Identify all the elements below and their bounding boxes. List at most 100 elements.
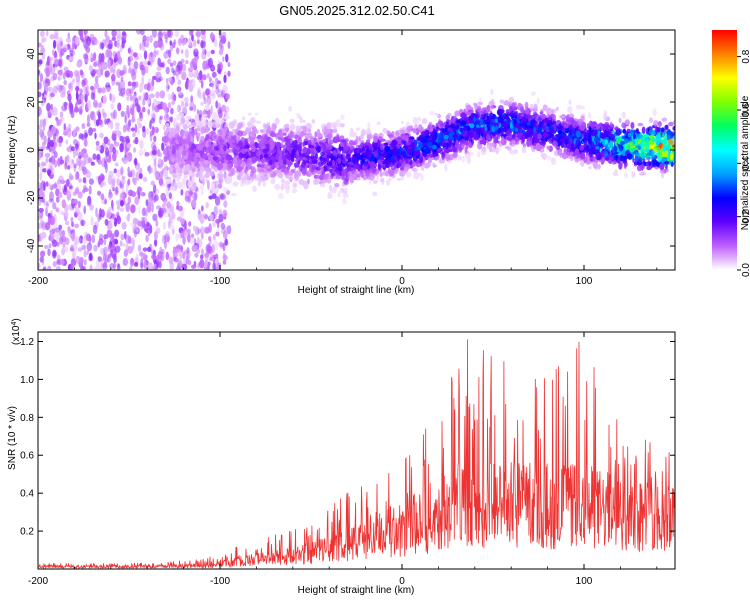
spectrogram-ridge-dot bbox=[225, 147, 230, 155]
spectrogram-noise-dot bbox=[80, 219, 86, 226]
spectrogram-noise-dot bbox=[110, 181, 115, 191]
spectrogram-noise-dot bbox=[141, 44, 146, 52]
spectrogram-ridge-dot bbox=[622, 128, 627, 134]
spectrogram-noise-dot bbox=[115, 239, 119, 245]
spectrogram-ridge-dot bbox=[511, 102, 515, 110]
spectrogram-noise-dot bbox=[44, 152, 51, 158]
spectrogram-noise-dot bbox=[150, 55, 155, 63]
spectrogram-noise-dot bbox=[209, 78, 212, 83]
spectrogram-noise-dot bbox=[110, 103, 115, 110]
spectrogram-noise-dot bbox=[169, 225, 175, 232]
spectrogram-ridge-dot bbox=[326, 178, 332, 184]
spectrogram-noise-dot bbox=[174, 30, 180, 38]
spectrogram-noise-dot bbox=[145, 211, 149, 217]
spectrogram-noise-dot bbox=[210, 105, 213, 115]
spectrogram-ridge-dot bbox=[306, 170, 312, 178]
spectrogram-noise-dot bbox=[184, 48, 189, 59]
spectrogram-ridge-dot bbox=[278, 192, 284, 200]
spectrogram-noise-dot bbox=[193, 49, 196, 57]
spectrogram-noise-dot bbox=[63, 123, 66, 131]
spectrogram-noise-dot bbox=[58, 84, 63, 93]
spectrogram-noise-dot bbox=[124, 110, 129, 116]
spectrogram-noise-dot bbox=[123, 249, 129, 257]
spectrogram-ridge-dot bbox=[268, 159, 273, 166]
spectrogram-ridge-dot bbox=[518, 132, 522, 138]
spectrogram-ridge-dot bbox=[330, 164, 337, 169]
spectrogram-noise-dot bbox=[91, 72, 95, 78]
spectrogram-noise-dot bbox=[157, 57, 161, 67]
spectrogram-noise-dot bbox=[126, 108, 130, 115]
spectrogram-noise-dot bbox=[218, 213, 224, 223]
spectrogram-ridge-dot bbox=[548, 139, 554, 145]
spectrogram-ridge-dot bbox=[452, 141, 456, 147]
spectrogram-ridge-dot bbox=[547, 156, 552, 161]
spectrogram-ridge-dot bbox=[287, 138, 293, 142]
spectrogram-ridge-dot bbox=[536, 144, 542, 152]
spectrogram-noise-dot bbox=[48, 147, 52, 152]
spectrogram-noise-dot bbox=[140, 258, 144, 268]
spectrogram-noise-dot bbox=[188, 36, 192, 46]
spectrogram-noise-dot bbox=[77, 191, 83, 199]
spectrogram-noise-dot bbox=[171, 67, 175, 74]
spectrogram-noise-dot bbox=[73, 163, 77, 169]
spectrogram-noise-dot bbox=[70, 265, 75, 270]
spectrogram-noise-dot bbox=[152, 102, 155, 112]
spectrogram-ridge-dot bbox=[354, 164, 358, 170]
spectrogram-ridge-dot bbox=[444, 163, 448, 172]
spectrogram-noise-dot bbox=[157, 31, 163, 40]
spectrogram-ridge-dot bbox=[579, 144, 585, 151]
spectrogram-noise-dot bbox=[91, 128, 97, 132]
spectrogram-ridge-dot bbox=[425, 129, 430, 135]
spectrogram-noise-dot bbox=[115, 186, 118, 195]
spectrogram-noise-dot bbox=[86, 122, 91, 127]
spectrogram-noise-dot bbox=[133, 257, 139, 263]
spectrogram-ridge-dot bbox=[428, 157, 432, 164]
spectrogram-noise-dot bbox=[197, 228, 202, 234]
spectrogram-noise-dot bbox=[207, 57, 213, 68]
spectrogram-noise-dot bbox=[124, 146, 128, 156]
spectrogram-noise-dot bbox=[217, 179, 222, 185]
spectrogram-ridge-dot bbox=[510, 149, 515, 156]
spectrogram-noise-dot bbox=[74, 36, 80, 46]
spectrogram-ridge-dot bbox=[319, 183, 326, 188]
spectrogram-noise-dot bbox=[57, 43, 62, 53]
spectrogram-noise-dot bbox=[114, 162, 119, 167]
spectrogram-noise-dot bbox=[162, 234, 166, 244]
spectrogram-noise-dot bbox=[97, 159, 102, 165]
spectrogram-ridge-dot bbox=[187, 115, 192, 120]
spectrogram-noise-dot bbox=[91, 234, 96, 244]
spectrogram-noise-dot bbox=[147, 60, 151, 66]
spectrogram-ridge-dot bbox=[608, 160, 613, 164]
spectrogram-ridge-dot bbox=[570, 157, 574, 161]
spectrogram-noise-dot bbox=[168, 221, 171, 229]
spectrogram-noise-dot bbox=[195, 30, 201, 38]
spectrogram-noise-dot bbox=[142, 216, 148, 225]
spectrogram-ridge-dot bbox=[624, 119, 630, 126]
spectrogram-noise-dot bbox=[110, 93, 116, 104]
spectrogram-noise-dot bbox=[214, 38, 218, 48]
spectrogram-noise-dot bbox=[147, 246, 152, 252]
spectrogram-noise-dot bbox=[86, 84, 89, 93]
spectrogram-noise-dot bbox=[55, 232, 60, 242]
spectrogram-noise-dot bbox=[47, 128, 53, 138]
spectrogram-noise-dot bbox=[41, 99, 45, 107]
spectrogram-ridge-dot bbox=[169, 185, 176, 192]
spectrogram-noise-dot bbox=[186, 249, 191, 259]
spectrogram-noise-dot bbox=[78, 134, 82, 140]
spectrogram-ridge-dot bbox=[385, 170, 389, 177]
spectrogram-noise-dot bbox=[83, 249, 87, 258]
spectrogram-noise-dot bbox=[121, 31, 126, 37]
spectrogram-ridge-dot bbox=[634, 156, 639, 162]
spectrogram-noise-dot bbox=[176, 248, 181, 254]
spectrogram-ridge-dot bbox=[399, 159, 403, 164]
spectrogram-noise-dot bbox=[189, 30, 194, 37]
spectrogram-noise-dot bbox=[119, 207, 125, 212]
spectrogram-noise-dot bbox=[158, 152, 162, 158]
spectrogram-ridge-dot bbox=[401, 175, 405, 181]
spectrogram-noise-dot bbox=[135, 171, 140, 181]
spectrogram-noise-dot bbox=[97, 190, 101, 196]
spectrogram-noise-dot bbox=[126, 152, 133, 162]
spectrogram-noise-dot bbox=[51, 229, 57, 239]
spectrogram-noise-dot bbox=[94, 39, 99, 45]
spectrogram-noise-dot bbox=[107, 43, 113, 50]
